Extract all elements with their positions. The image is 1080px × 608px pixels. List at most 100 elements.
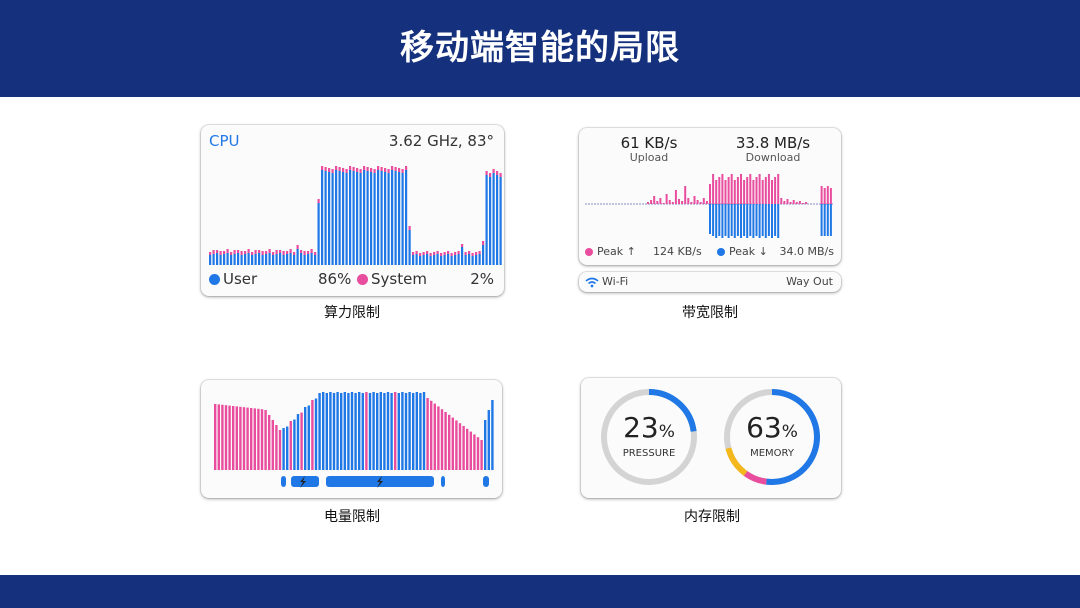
cpu-system-bar — [321, 166, 324, 170]
cpu-system-bar — [282, 251, 285, 255]
cpu-system-bar — [394, 167, 397, 171]
cpu-user-bar — [261, 255, 264, 265]
cpu-system-bar — [223, 251, 226, 254]
network-download-bar — [752, 204, 755, 238]
cpu-system-bar — [261, 251, 264, 255]
cpu-user-bar — [345, 173, 348, 265]
network-upload-bar — [674, 190, 677, 204]
battery-level-bar — [426, 398, 429, 470]
cpu-system-bar — [457, 251, 460, 254]
battery-level-bar — [289, 421, 292, 470]
network-download-bar — [727, 204, 730, 238]
battery-level-bar — [304, 407, 307, 470]
cpu-user-bar — [436, 254, 439, 265]
network-upload-bar — [724, 180, 727, 204]
cpu-system-bar — [454, 252, 457, 255]
battery-level-bar — [419, 393, 422, 470]
cpu-user-bar — [377, 170, 380, 265]
wifi-network-name: Way Out — [786, 275, 833, 288]
cpu-user-bar — [226, 253, 229, 265]
battery-level-bar — [401, 392, 404, 470]
battery-level-bar — [235, 406, 238, 470]
network-upload-bar — [709, 184, 711, 204]
battery-level-bar — [480, 440, 483, 470]
cpu-system-bar — [268, 249, 271, 253]
cpu-system-bar — [335, 166, 338, 170]
network-download-bar — [743, 204, 746, 236]
network-upload-bar — [758, 174, 761, 204]
battery-level-bar — [462, 426, 465, 470]
network-upload-bar — [656, 201, 659, 204]
battery-level-bar — [296, 414, 300, 470]
network-upload-bar — [668, 200, 671, 204]
network-upload-bar — [690, 202, 693, 204]
network-download-bar — [712, 204, 715, 236]
download-value: 33.8 MB/s — [735, 134, 811, 152]
network-caption: 带宽限制 — [682, 305, 738, 321]
cpu-user-bar — [272, 255, 275, 265]
cpu-system-bar — [286, 251, 289, 254]
cpu-user-bar — [314, 255, 317, 265]
page-title: 移动端智能的局限 — [400, 28, 680, 68]
cpu-user-bar — [464, 255, 467, 265]
download-label: Download — [745, 151, 801, 164]
cpu-system-bar — [212, 250, 215, 254]
battery-level-bar — [491, 400, 494, 470]
network-upload-bar — [755, 177, 758, 204]
cpu-system-bar — [450, 253, 453, 256]
battery-level-bar — [336, 392, 339, 470]
network-upload-bar — [665, 194, 668, 204]
cpu-user-bar — [422, 255, 425, 265]
network-download-bar — [767, 204, 770, 236]
system-percentage: 2% — [470, 270, 494, 288]
battery-level-bar — [365, 392, 368, 470]
network-upload-bar — [681, 201, 684, 204]
battery-level-bar — [455, 420, 458, 470]
network-upload-bar — [829, 188, 832, 204]
wifi-label: Wi-Fi — [602, 275, 629, 288]
cpu-system-bar — [293, 252, 296, 255]
battery-level-bar — [415, 392, 418, 470]
network-download-bar — [764, 204, 767, 238]
wifi-row[interactable]: Wi-Fi Way Out — [579, 272, 841, 292]
pressure-value-text: 23% — [604, 411, 694, 444]
cpu-system-bar — [240, 251, 243, 255]
cpu-system-bar — [401, 169, 404, 173]
cpu-user-bar — [293, 255, 296, 265]
cpu-system-bar — [499, 173, 502, 177]
system-legend-label: System — [371, 270, 427, 288]
battery-level-bar — [368, 393, 372, 470]
cpu-user-bar — [240, 255, 243, 265]
cpu-system-bar — [468, 251, 471, 254]
cpu-system-bar — [216, 250, 219, 253]
cpu-user-bar — [429, 256, 432, 265]
cpu-system-bar — [443, 252, 446, 255]
cpu-user-bar — [499, 177, 502, 265]
battery-level-bar — [278, 430, 282, 470]
battery-level-bar — [448, 414, 451, 470]
memory-value: 63 — [746, 411, 782, 444]
battery-level-bar — [340, 393, 343, 470]
cpu-user-bar — [237, 253, 240, 265]
cpu-user-bar — [258, 253, 261, 265]
cpu-user-bar — [366, 171, 369, 265]
upload-value: 61 KB/s — [620, 134, 678, 152]
cpu-user-bar — [324, 171, 327, 265]
network-upload-bar — [733, 180, 736, 204]
footer-bar — [0, 575, 1080, 608]
network-download-bar — [749, 204, 752, 236]
cpu-user-bar — [254, 254, 257, 265]
battery-level-bar — [318, 393, 321, 470]
cpu-system-bar — [478, 251, 481, 254]
cpu-system-bar — [275, 250, 278, 254]
network-upload-bar — [767, 174, 770, 204]
cpu-user-bar — [478, 254, 481, 265]
network-download-bar — [823, 204, 826, 236]
cpu-system-bar — [209, 252, 212, 255]
memory-card: 23% PRESSURE 63% MEMORY — [581, 378, 841, 498]
battery-level-bar — [332, 393, 336, 470]
battery-level-bar — [314, 398, 318, 470]
cpu-system-bar — [272, 252, 275, 255]
cpu-system-bar — [471, 253, 474, 256]
cpu-system-bar — [366, 167, 369, 171]
